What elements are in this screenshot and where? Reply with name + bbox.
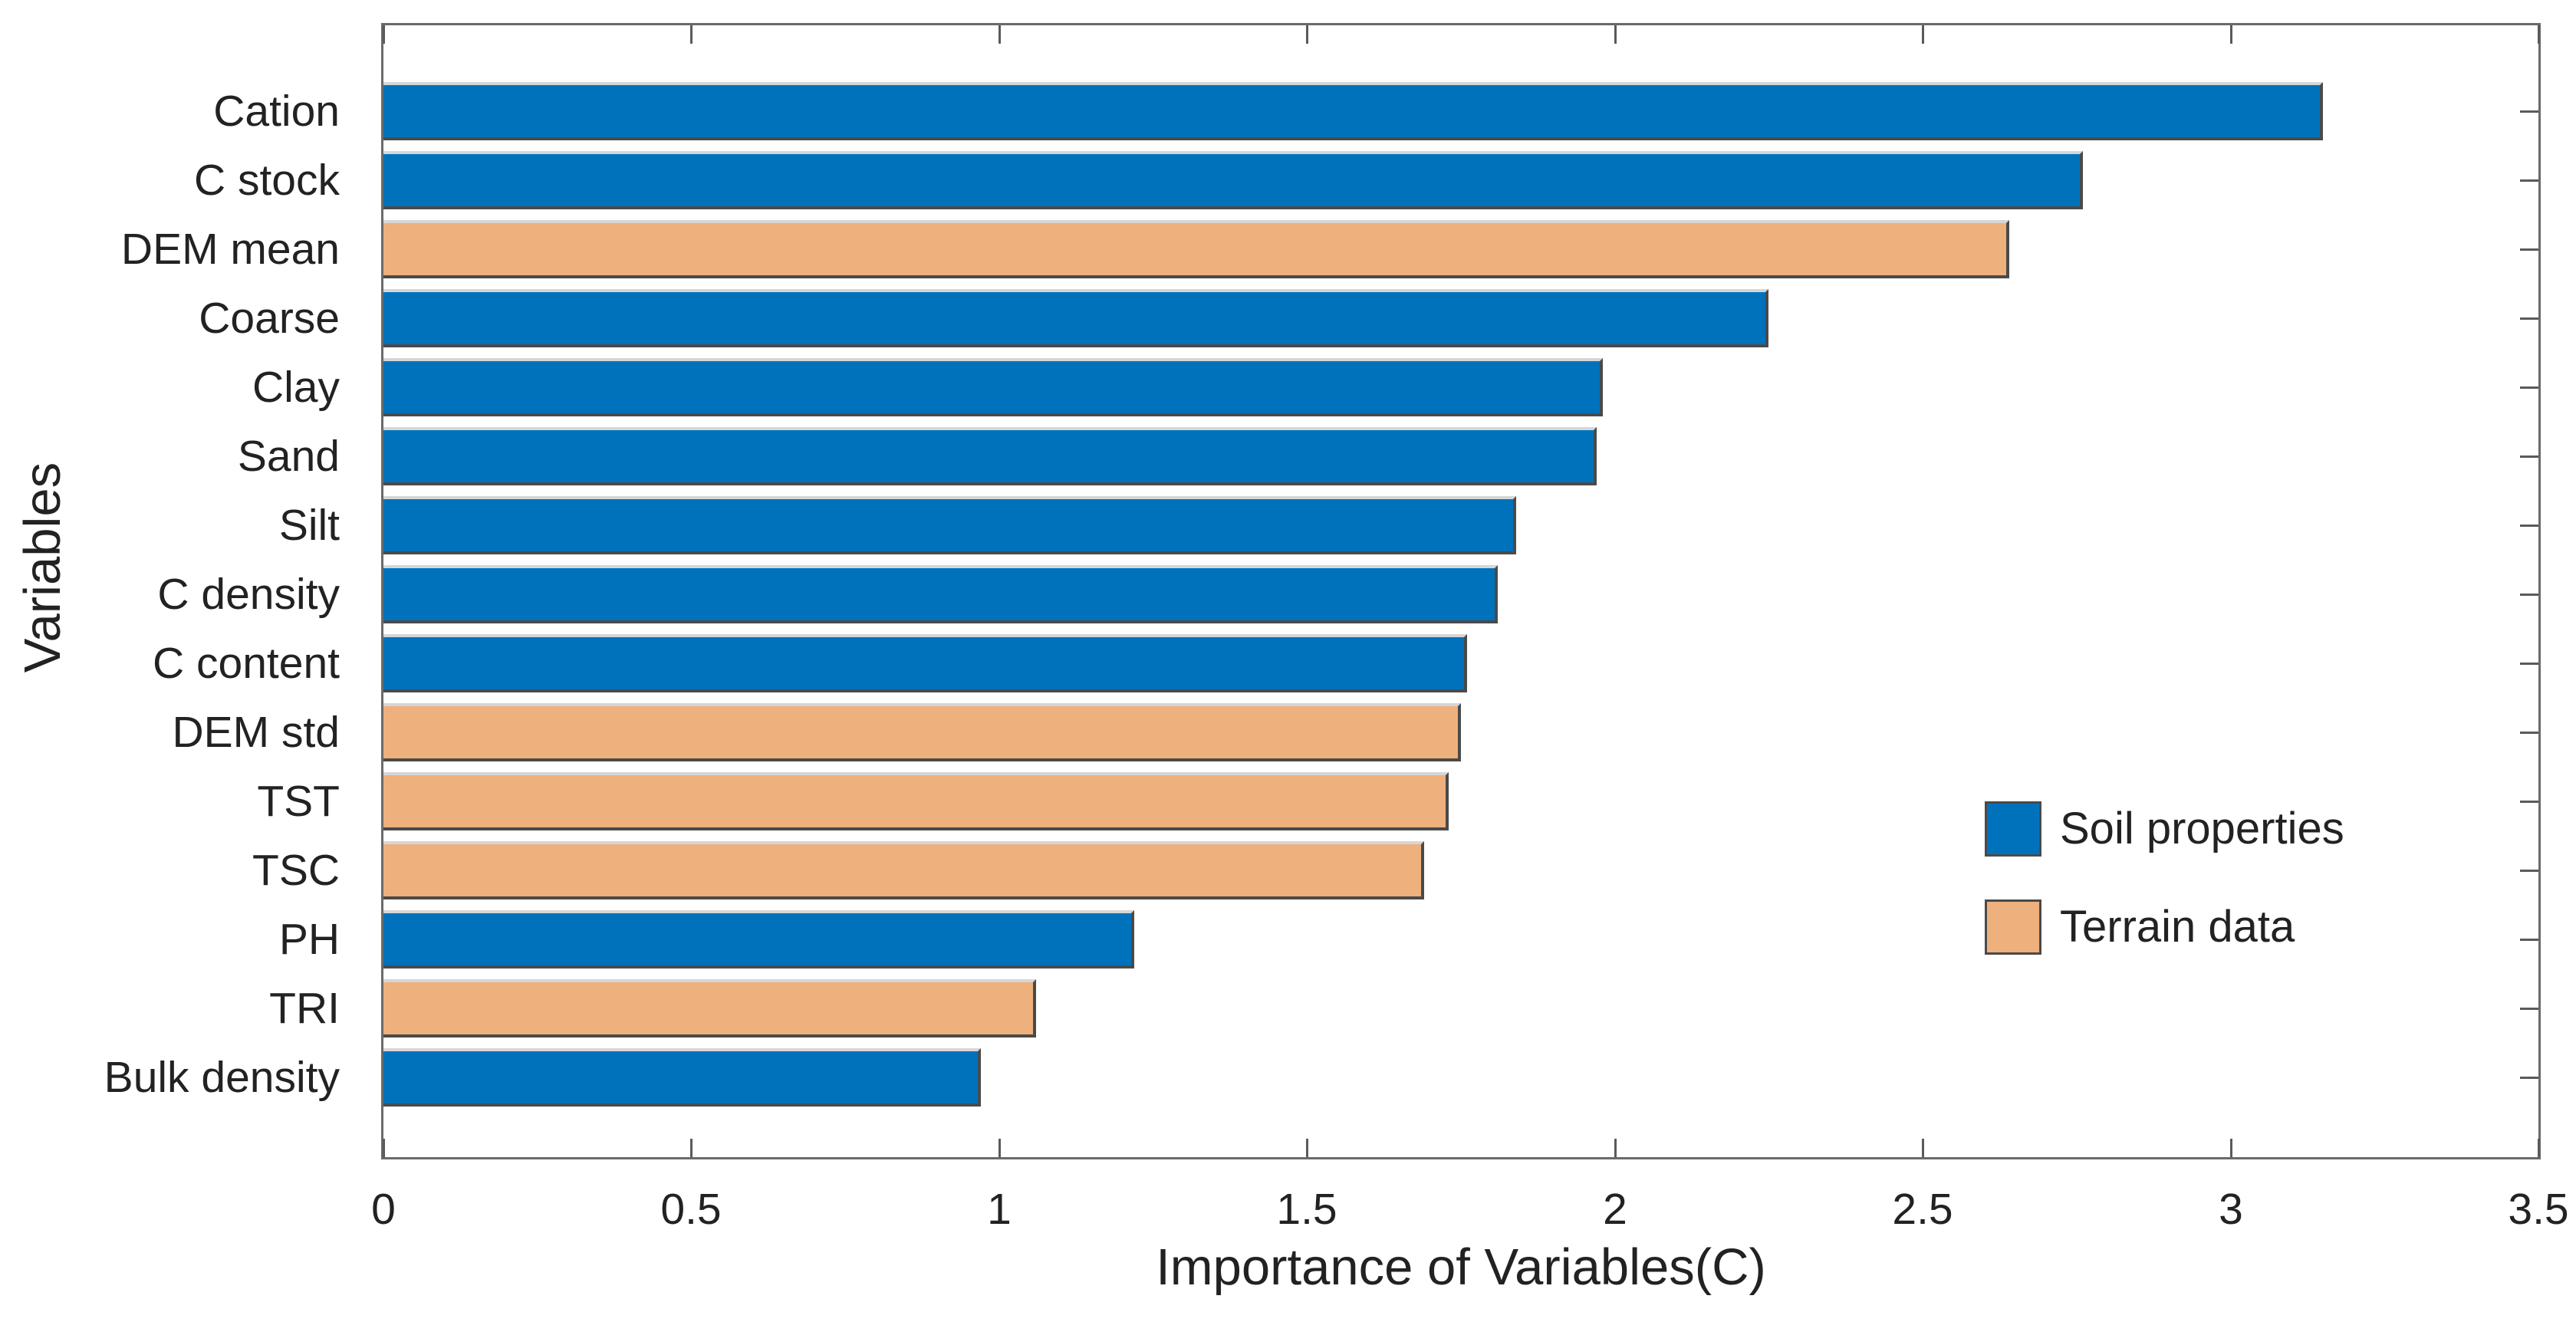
x-tick-bottom-1 <box>998 1139 1001 1157</box>
x-tick-label-1: 1 <box>987 1185 1012 1234</box>
legend-swatch-terrain-data <box>1985 899 2041 955</box>
y-tick-right-coarse <box>2520 317 2538 320</box>
y-tick-right-c-density <box>2520 594 2538 596</box>
y-tick-right-ph <box>2520 939 2538 941</box>
bar-c-content <box>383 634 1467 692</box>
y-tick-right-c-content <box>2520 663 2538 665</box>
x-tick-label-2: 2 <box>1603 1185 1627 1234</box>
x-tick-bottom-2 <box>1614 1139 1617 1157</box>
y-category-label-clay: Clay <box>252 363 340 412</box>
y-tick-right-bulk-density <box>2520 1077 2538 1079</box>
legend-label-terrain-data: Terrain data <box>2060 902 2295 952</box>
y-tick-right-dem-std <box>2520 732 2538 734</box>
x-tick-top-3 <box>2230 25 2232 44</box>
y-tick-right-sand <box>2520 455 2538 458</box>
y-category-label-dem-mean: DEM mean <box>120 225 340 274</box>
bar-coarse <box>383 289 1768 347</box>
x-tick-top-3.5 <box>2538 25 2540 44</box>
y-category-label-silt: Silt <box>278 501 340 550</box>
y-category-label-c-stock: C stock <box>193 156 340 205</box>
y-tick-right-silt <box>2520 525 2538 527</box>
bar-tsc <box>383 841 1424 899</box>
x-tick-label-3: 3 <box>2219 1185 2243 1234</box>
x-tick-bottom-2.5 <box>1922 1139 1924 1157</box>
x-tick-top-0 <box>383 25 385 44</box>
bar-c-stock <box>383 151 2083 209</box>
y-category-label-tst: TST <box>257 777 340 826</box>
x-tick-bottom-0.5 <box>690 1139 693 1157</box>
x-tick-label-0.5: 0.5 <box>660 1185 722 1234</box>
x-tick-top-0.5 <box>690 25 693 44</box>
bar-dem-mean <box>383 220 2009 278</box>
x-tick-label-0: 0 <box>371 1185 396 1234</box>
y-category-label-dem-std: DEM std <box>172 708 340 757</box>
x-tick-top-1.5 <box>1306 25 1308 44</box>
y-tick-right-tsc <box>2520 870 2538 872</box>
y-tick-right-c-stock <box>2520 179 2538 182</box>
y-category-label-bulk-density: Bulk density <box>104 1053 340 1102</box>
legend-swatch-soil-properties <box>1985 801 2041 857</box>
bar-sand <box>383 427 1597 485</box>
bar-dem-std <box>383 703 1461 761</box>
bar-tst <box>383 772 1449 830</box>
y-category-label-coarse: Coarse <box>199 294 340 343</box>
y-category-label-c-content: C content <box>153 639 340 688</box>
x-tick-label-1.5: 1.5 <box>1276 1185 1337 1234</box>
x-tick-bottom-3 <box>2230 1139 2232 1157</box>
x-tick-label-2.5: 2.5 <box>1892 1185 1953 1234</box>
plot-area: Soil properties Terrain data <box>381 23 2541 1159</box>
y-tick-right-cation <box>2520 110 2538 113</box>
y-category-label-tsc: TSC <box>252 846 340 895</box>
x-tick-label-3.5: 3.5 <box>2508 1185 2569 1234</box>
legend-entry-soil-properties: Soil properties <box>1985 801 2344 857</box>
legend-label-soil-properties: Soil properties <box>2060 804 2344 853</box>
bar-cation <box>383 82 2323 140</box>
bar-ph <box>383 910 1134 968</box>
bar-silt <box>383 496 1516 554</box>
bar-c-density <box>383 565 1498 623</box>
y-tick-right-dem-mean <box>2520 248 2538 251</box>
bar-bulk-density <box>383 1048 981 1107</box>
legend-entry-terrain-data: Terrain data <box>1985 899 2344 955</box>
y-category-label-tri: TRI <box>269 984 340 1033</box>
x-axis-title: Importance of Variables(C) <box>1156 1238 1766 1296</box>
y-tick-right-tri <box>2520 1008 2538 1010</box>
x-tick-bottom-0 <box>383 1139 385 1157</box>
y-tick-right-tst <box>2520 801 2538 803</box>
x-tick-top-2 <box>1614 25 1617 44</box>
bar-clay <box>383 358 1603 416</box>
x-tick-bottom-3.5 <box>2538 1139 2540 1157</box>
bar-tri <box>383 979 1036 1038</box>
y-category-label-ph: PH <box>278 915 340 964</box>
x-tick-top-1 <box>998 25 1001 44</box>
y-tick-right-clay <box>2520 386 2538 389</box>
y-category-label-cation: Cation <box>213 87 340 136</box>
y-category-label-c-density: C density <box>157 570 340 619</box>
bars-layer <box>383 25 2538 1157</box>
x-tick-top-2.5 <box>1922 25 1924 44</box>
x-tick-bottom-1.5 <box>1306 1139 1308 1157</box>
legend: Soil properties Terrain data <box>1985 801 2344 998</box>
y-category-label-sand: Sand <box>237 432 340 481</box>
